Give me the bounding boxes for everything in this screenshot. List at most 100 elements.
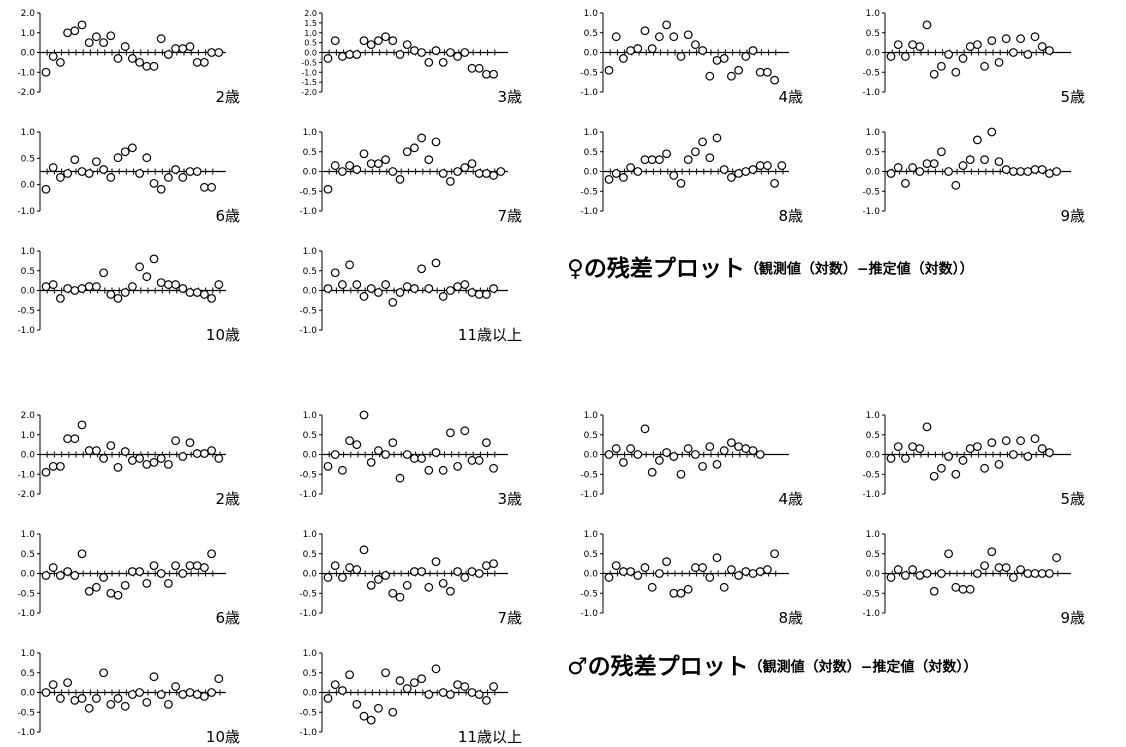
y-tick-label: -0.5	[17, 589, 35, 599]
residual-point	[922, 20, 932, 30]
residual-point	[1023, 50, 1033, 59]
residual-point	[944, 452, 953, 461]
residual-point	[323, 184, 333, 194]
residual-point	[893, 163, 903, 172]
residual-point	[489, 682, 499, 691]
residual-point	[149, 561, 159, 570]
residual-point	[1023, 167, 1033, 176]
residual-point	[937, 463, 946, 473]
residual-point	[951, 582, 961, 592]
residual-point	[474, 290, 484, 299]
residual-point	[56, 571, 65, 580]
residual-point	[965, 155, 975, 165]
residual-point	[345, 260, 355, 270]
residual-point	[482, 561, 491, 570]
residual-point	[951, 67, 961, 77]
y-tick-label: 1.0	[584, 411, 599, 421]
residual-point	[727, 173, 736, 182]
y-tick-label: 0.0	[303, 287, 318, 297]
residual-point	[185, 438, 195, 448]
residual-point	[1016, 565, 1025, 574]
panel-age-label: 10歳	[206, 326, 240, 344]
y-tick-label: 0.5	[866, 29, 880, 39]
residual-point	[171, 165, 181, 174]
y-tick-label: 0.5	[303, 148, 317, 158]
residual-point	[70, 155, 80, 165]
residual-point	[958, 161, 968, 170]
residual-point	[214, 280, 224, 289]
y-tick-label: 1.0	[584, 530, 599, 540]
residual-point	[199, 449, 209, 458]
residual-point	[374, 703, 383, 713]
y-tick-label: -1.0	[580, 490, 598, 500]
residual-point	[662, 20, 671, 30]
residual-point	[683, 584, 693, 594]
residual-point	[467, 63, 477, 73]
residual-point	[973, 135, 982, 145]
residual-point	[770, 75, 779, 85]
residual-point	[41, 282, 51, 291]
y-tick-label: 0.0	[866, 168, 881, 178]
residual-point	[676, 178, 686, 188]
y-tick-label: 0.5	[21, 669, 35, 679]
residual-point	[156, 34, 166, 44]
residual-point	[402, 684, 412, 693]
residual-point	[77, 284, 87, 293]
residual-point	[199, 57, 209, 67]
residual-point	[48, 680, 58, 689]
residual-point	[113, 694, 123, 703]
y-tick-label: -1.0	[299, 207, 317, 217]
residual-point	[1001, 436, 1011, 446]
y-tick-label: 0.5	[21, 267, 35, 277]
residual-point	[374, 575, 383, 584]
residual-point	[106, 290, 116, 299]
residual-panel: 1.0 0.5 0.0 -0.5 -1.0 6歳	[17, 530, 240, 627]
residual-point	[149, 61, 159, 71]
y-tick-label: -1.0	[17, 207, 35, 217]
residual-point	[41, 184, 51, 194]
residual-panel: 2.0 1.0 0.0 -1.0 -2.0 2歳	[17, 411, 240, 508]
residual-point	[944, 167, 953, 176]
residual-point	[424, 690, 434, 699]
residual-point	[944, 549, 953, 559]
residual-point	[178, 569, 188, 578]
residual-point	[338, 573, 347, 582]
residual-point	[395, 473, 405, 483]
y-tick-label: 0.0	[866, 49, 881, 59]
y-tick-label: 0.5	[866, 550, 880, 560]
residual-point	[1016, 167, 1025, 176]
y-tick-label: -0.5	[862, 68, 880, 78]
residual-point	[338, 465, 347, 475]
residual-point	[460, 426, 470, 436]
y-tick-label: 0.0	[584, 49, 599, 59]
residual-point	[323, 461, 333, 471]
residual-point	[127, 690, 137, 699]
residual-point	[402, 40, 412, 49]
panel-age-label: 4歳	[778, 88, 803, 106]
residual-point	[156, 184, 166, 194]
residual-point	[640, 563, 650, 572]
residual-point	[374, 446, 383, 455]
residual-point	[323, 54, 333, 63]
residual-point	[410, 678, 419, 688]
residual-panel: 1.0 0.5 0.0 -0.5 -1.0 10歳	[17, 247, 240, 344]
residual-point	[453, 52, 463, 61]
residual-point	[127, 282, 137, 291]
residual-point	[683, 30, 693, 40]
panel-age-label: 3歳	[497, 88, 522, 106]
residual-point	[381, 280, 391, 289]
residual-point	[901, 52, 910, 61]
residual-point	[640, 424, 650, 434]
residual-point	[178, 44, 188, 53]
residual-point	[330, 561, 340, 570]
residual-point	[973, 442, 982, 452]
residual-point	[84, 446, 94, 455]
residual-point	[91, 446, 101, 455]
residual-point	[352, 699, 362, 709]
residual-point	[395, 174, 405, 184]
y-tick-label: 0.5	[866, 148, 880, 158]
residual-point	[1009, 167, 1018, 176]
panel-age-label: 9歳	[1060, 207, 1085, 225]
y-tick-label: 0.5	[303, 550, 317, 560]
